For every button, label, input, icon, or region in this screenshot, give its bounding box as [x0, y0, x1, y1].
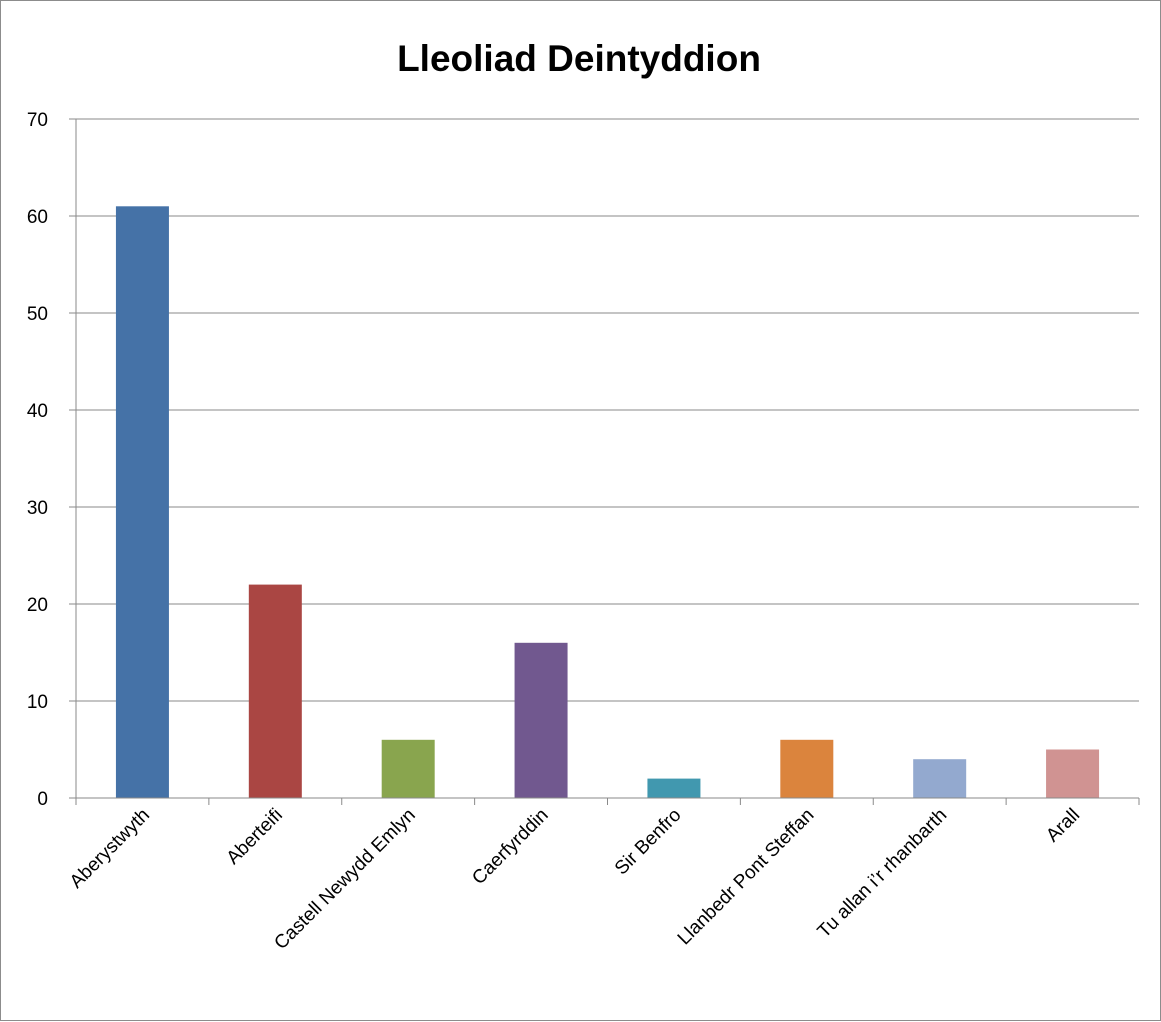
x-tick-label: Aberteifi — [223, 805, 287, 869]
bar-0 — [116, 206, 169, 798]
y-tick-label: 30 — [27, 498, 48, 519]
bar-6 — [913, 759, 966, 798]
bar-7 — [1046, 750, 1099, 799]
bar-2 — [382, 740, 435, 798]
x-tick-label: Caerfyrddin — [468, 805, 552, 889]
bar-3 — [515, 643, 568, 798]
x-tick-label: Sir Benfro — [611, 805, 686, 880]
gridlines — [76, 119, 1139, 701]
bars — [116, 206, 1099, 798]
x-tick-label: Castell Newydd Emlyn — [270, 805, 419, 954]
x-tick-label: Llanbedr Pont Steffan — [674, 805, 819, 950]
bar-5 — [780, 740, 833, 798]
axes — [69, 119, 1139, 805]
bar-4 — [647, 779, 700, 798]
y-tick-labels: 0 10 20 30 40 50 60 70 — [27, 110, 48, 810]
y-tick-label: 60 — [27, 207, 48, 228]
y-tick-label: 0 — [37, 789, 48, 810]
x-tick-label: Aberystwyth — [66, 805, 154, 893]
y-tick-label: 50 — [27, 304, 48, 325]
chart-title: Lleoliad Deintyddion — [397, 38, 761, 79]
bar-1 — [249, 585, 302, 798]
y-tick-label: 10 — [27, 692, 48, 713]
y-tick-label: 70 — [27, 110, 48, 131]
x-tick-label: Tu allan i’r rhanbarth — [814, 805, 952, 943]
x-tick-label: Arall — [1042, 805, 1084, 847]
y-tick-label: 40 — [27, 401, 48, 422]
y-tick-label: 20 — [27, 595, 48, 616]
